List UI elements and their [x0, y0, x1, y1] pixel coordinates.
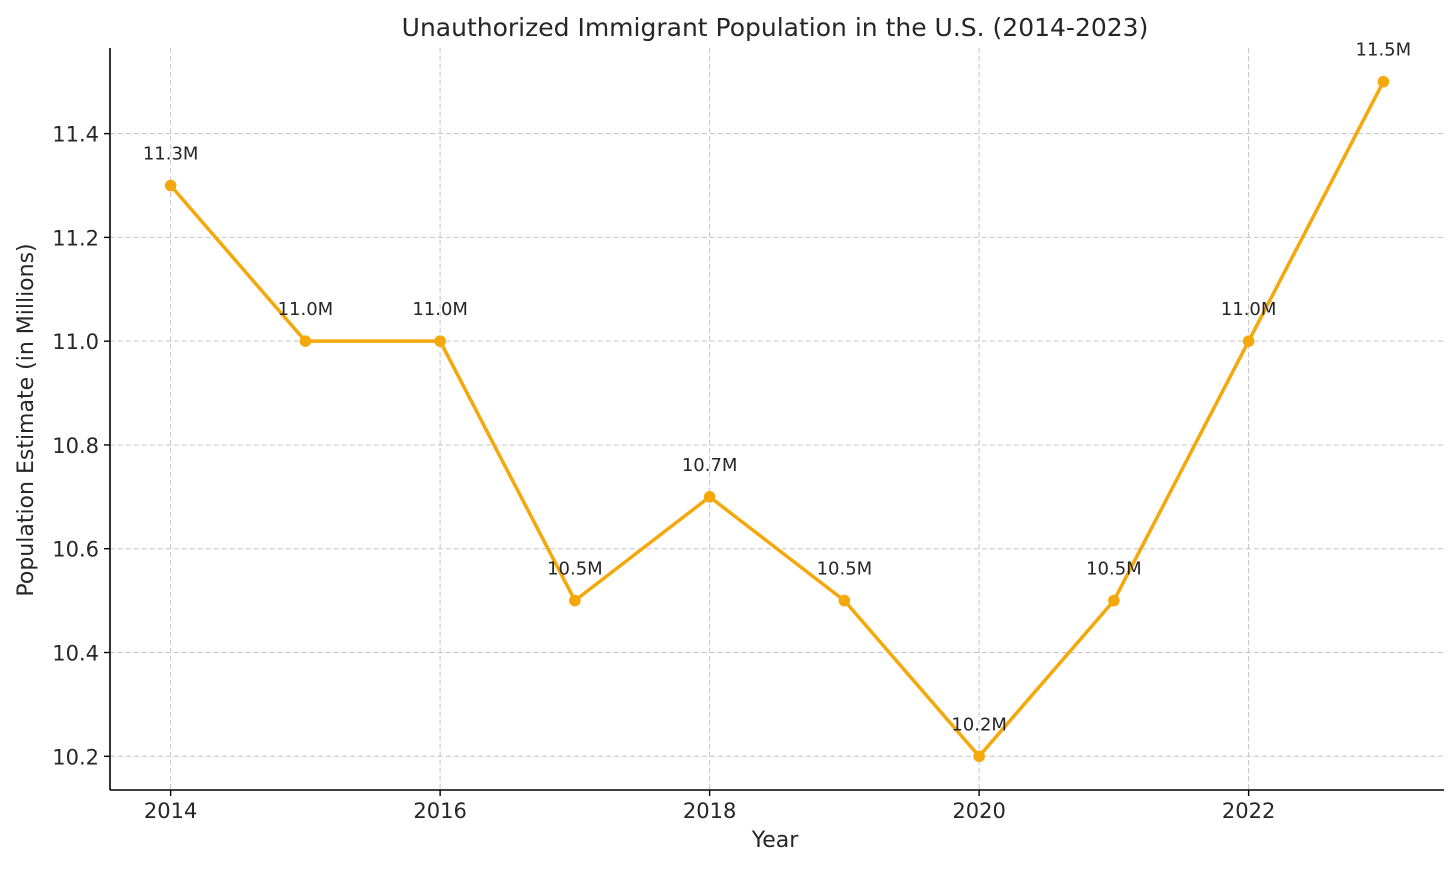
series-line	[169, 80, 1385, 759]
x-tick-label: 2016	[413, 799, 466, 823]
data-label: 10.5M	[817, 559, 873, 580]
data-label: 11.0M	[1221, 299, 1277, 320]
y-tick-label: 10.6	[52, 538, 99, 562]
x-tick-label: 2020	[952, 799, 1005, 823]
x-tick-label: 2022	[1222, 799, 1275, 823]
y-tick-label: 11.2	[52, 226, 99, 250]
data-point	[703, 491, 716, 503]
data-label: 10.5M	[1086, 559, 1142, 580]
y-tick-label: 11.4	[52, 123, 99, 147]
data-point	[1377, 75, 1390, 88]
x-tick-label: 2014	[144, 799, 197, 823]
data-label: 10.5M	[547, 559, 603, 580]
data-point	[973, 750, 985, 763]
data-labels: 11.3M 11.0M 11.0M 10.5M 10.7M 10.5M 10.2M 10.5M…	[143, 40, 1411, 736]
y-tick-label: 10.2	[52, 745, 99, 769]
data-point	[569, 594, 581, 607]
data-point	[299, 335, 312, 347]
data-label: 11.0M	[412, 299, 468, 320]
y-tick-label: 10.4	[52, 641, 99, 665]
data-point	[838, 594, 851, 607]
data-label: 11.3M	[143, 144, 199, 165]
data-label: 11.5M	[1356, 40, 1412, 61]
x-axis-label: Year	[751, 828, 800, 853]
chart-title: Unauthorized Immigrant Population in the…	[402, 13, 1149, 42]
axes	[109, 48, 1444, 791]
data-label: 11.0M	[278, 299, 334, 320]
x-tick-label: 2018	[683, 799, 736, 823]
axis-ticks: 2014 2016 2018 2020 2022 10.2 10.4 10.6 10.8 11.0…	[52, 123, 1275, 823]
y-tick-label: 11.0	[52, 330, 99, 354]
grid	[110, 48, 1444, 790]
y-tick-label: 10.8	[52, 434, 99, 458]
data-series	[164, 75, 1390, 763]
data-label: 10.2M	[951, 714, 1007, 735]
data-point	[1242, 335, 1255, 347]
data-label: 10.7M	[682, 455, 738, 476]
y-axis-label: Population Estimate (in Millions)	[14, 243, 39, 596]
data-point	[434, 335, 446, 347]
data-point	[164, 179, 177, 192]
data-point	[1108, 594, 1120, 607]
